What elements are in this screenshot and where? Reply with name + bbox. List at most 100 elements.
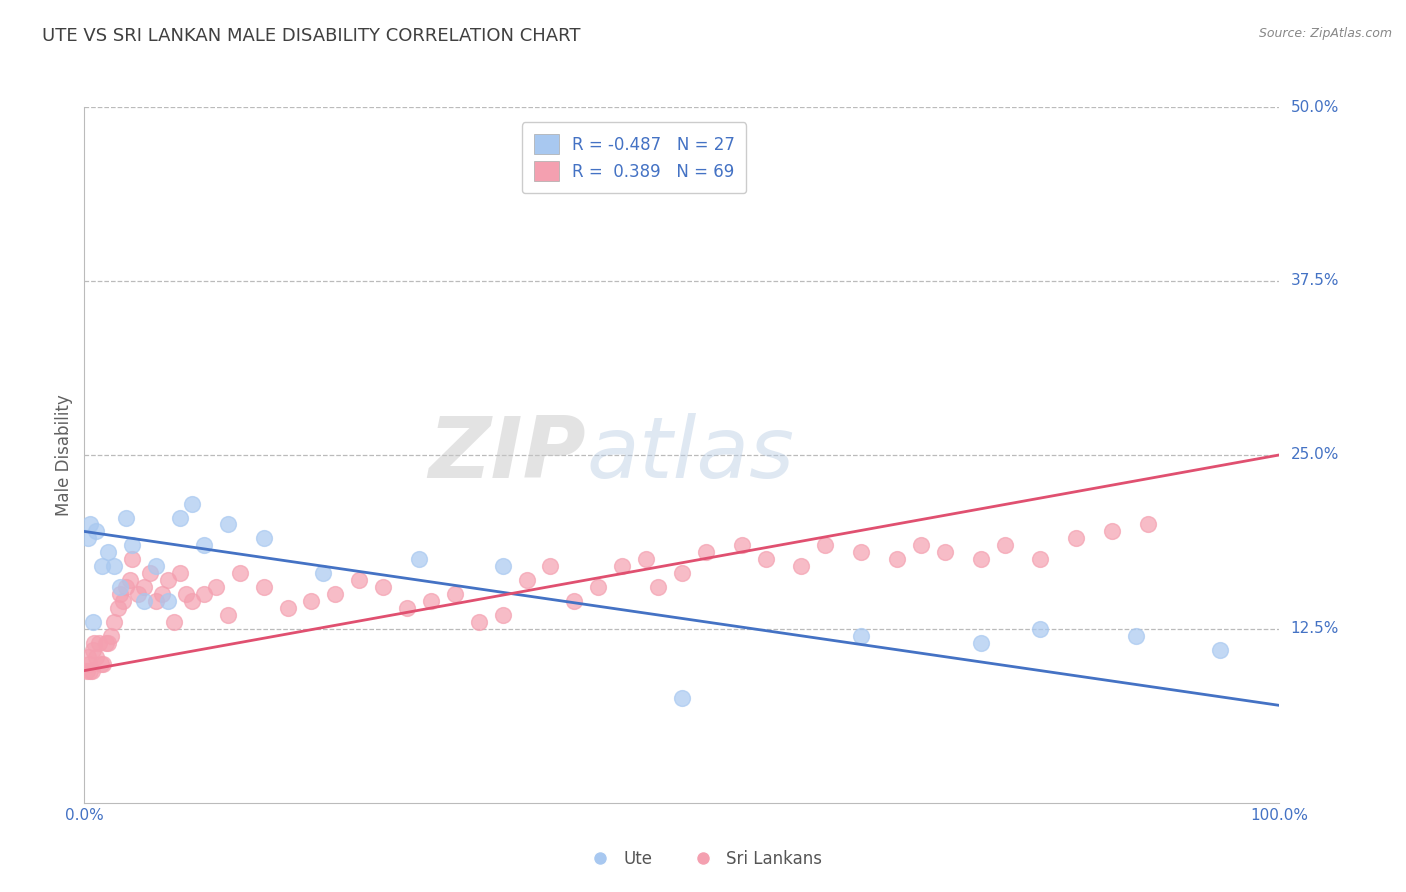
Point (180, 497, 202, 511)
Point (121, 552, 143, 566)
Point (671, 566, 693, 581)
Point (934, 545, 956, 559)
Point (538, 559, 561, 574)
Point (82, 642, 104, 657)
Point (1208, 642, 1230, 657)
Point (443, 587, 465, 601)
Point (515, 573, 537, 587)
Point (754, 552, 776, 566)
Point (695, 545, 717, 559)
Text: 25.0%: 25.0% (1291, 448, 1339, 462)
Point (253, 580, 276, 594)
Point (731, 538, 754, 552)
Point (93, 657, 115, 671)
Point (79, 664, 101, 678)
Point (107, 601, 129, 615)
Point (110, 580, 132, 594)
Point (139, 566, 162, 581)
Point (77, 532, 100, 546)
Point (90, 657, 112, 671)
Point (1125, 629, 1147, 643)
Point (1066, 532, 1088, 546)
Point (77, 657, 100, 671)
Point (163, 615, 186, 629)
Point (849, 545, 872, 559)
Point (970, 552, 993, 566)
Point (145, 594, 167, 608)
Point (1029, 622, 1052, 636)
Point (562, 594, 585, 608)
Point (97, 636, 120, 650)
Point (91, 559, 114, 574)
Point (193, 587, 215, 601)
Point (228, 566, 250, 581)
Text: UTE VS SRI LANKAN MALE DISABILITY CORRELATION CHART: UTE VS SRI LANKAN MALE DISABILITY CORREL… (42, 27, 581, 45)
Point (467, 615, 491, 629)
Point (993, 538, 1015, 552)
Point (671, 691, 693, 706)
Point (132, 594, 156, 608)
Point (301, 594, 323, 608)
Point (588, 580, 610, 594)
Point (174, 587, 197, 601)
Point (970, 636, 993, 650)
Point (87, 636, 110, 650)
Point (634, 552, 657, 566)
Text: ZIP: ZIP (429, 413, 586, 497)
Point (82, 615, 104, 629)
Point (145, 559, 167, 574)
Point (349, 573, 371, 587)
Point (647, 580, 669, 594)
Text: 50.0%: 50.0% (1291, 100, 1339, 114)
Point (103, 559, 125, 574)
Point (115, 580, 138, 594)
Point (157, 594, 180, 608)
Legend: Ute, Sri Lankans: Ute, Sri Lankans (578, 844, 828, 875)
Point (157, 573, 180, 587)
Point (83, 636, 105, 650)
Point (849, 629, 872, 643)
Point (886, 552, 908, 566)
Point (790, 559, 813, 574)
Point (97, 545, 120, 559)
Legend: R = -0.487   N = 27, R =  0.389   N = 69: R = -0.487 N = 27, R = 0.389 N = 69 (522, 122, 747, 193)
Text: 37.5%: 37.5% (1291, 274, 1339, 288)
Point (253, 532, 276, 546)
Point (1136, 517, 1159, 532)
Point (323, 587, 346, 601)
Point (127, 587, 149, 601)
Point (205, 580, 228, 594)
Point (80, 664, 103, 678)
Point (111, 594, 134, 608)
Text: Source: ZipAtlas.com: Source: ZipAtlas.com (1258, 27, 1392, 40)
Point (492, 607, 515, 622)
Point (103, 615, 125, 629)
Text: 12.5%: 12.5% (1291, 622, 1339, 636)
Point (419, 594, 441, 608)
Point (121, 538, 143, 552)
Point (814, 538, 837, 552)
Point (169, 566, 191, 581)
Y-axis label: Male Disability: Male Disability (55, 394, 73, 516)
Point (180, 594, 202, 608)
Point (84, 649, 107, 664)
Text: atlas: atlas (586, 413, 794, 497)
Point (193, 538, 215, 552)
Point (312, 566, 335, 581)
Point (1029, 552, 1052, 566)
Point (115, 510, 138, 524)
Point (371, 580, 394, 594)
Point (77, 649, 100, 664)
Point (276, 601, 298, 615)
Point (217, 607, 239, 622)
Point (910, 538, 932, 552)
Point (100, 629, 122, 643)
Point (217, 517, 239, 532)
Point (79, 517, 101, 532)
Point (110, 587, 132, 601)
Point (94, 636, 117, 650)
Point (396, 601, 419, 615)
Point (118, 573, 141, 587)
Point (84, 524, 107, 539)
Point (610, 559, 633, 574)
